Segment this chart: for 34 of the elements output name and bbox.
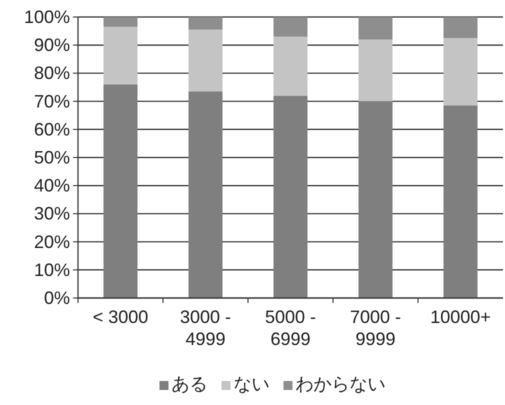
bar <box>104 84 138 298</box>
y-tick-label: 80% <box>34 63 70 84</box>
bar <box>358 101 392 298</box>
bar <box>188 30 222 92</box>
bar <box>358 39 392 102</box>
legend-label: ない <box>234 374 270 394</box>
x-tick-label: 10000+ <box>430 307 491 327</box>
y-tick-label: 10% <box>34 260 70 280</box>
bar <box>444 38 478 106</box>
bar <box>274 17 308 37</box>
legend-label: ある <box>172 374 208 394</box>
bar <box>188 17 222 30</box>
y-tick-label: 0% <box>44 288 70 308</box>
y-tick-label: 60% <box>34 119 70 140</box>
bar <box>188 91 222 298</box>
bar <box>104 26 138 84</box>
y-tick-label: 30% <box>34 204 70 224</box>
bar <box>358 17 392 40</box>
bar <box>444 106 478 298</box>
y-tick-label: 70% <box>34 91 70 112</box>
x-tick-label: < 3000 <box>92 307 148 327</box>
x-tick-label: 3000 - 4999 <box>180 307 232 349</box>
bar <box>274 36 308 96</box>
y-tick-label: 20% <box>34 232 70 252</box>
y-tick-label: 90% <box>34 35 70 56</box>
bar <box>274 96 308 298</box>
x-tick-label: 7000 - 9999 <box>350 307 402 349</box>
y-tick-label: 100% <box>24 7 70 27</box>
legend-label: わからない <box>296 374 386 394</box>
y-tick-label: 40% <box>34 176 70 196</box>
x-tick-label: 5000 - 6999 <box>264 307 316 349</box>
bar <box>104 17 138 27</box>
bar <box>444 17 478 38</box>
y-tick-label: 50% <box>34 148 70 168</box>
